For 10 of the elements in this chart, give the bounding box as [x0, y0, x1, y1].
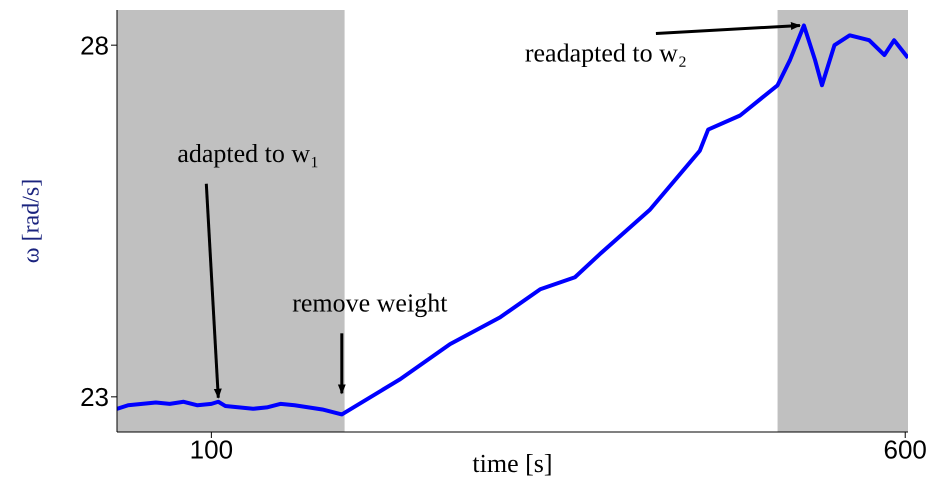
- y-tick-label: 23: [80, 382, 109, 412]
- annotation: readapted to w₂: [524, 38, 687, 68]
- x-tick-label: 100: [190, 434, 234, 464]
- annotation: adapted to w₁: [177, 138, 320, 168]
- x-tick-label: 600: [884, 434, 927, 464]
- x-axis-title: time [s]: [472, 449, 553, 478]
- y-axis-title: ω [rad/s]: [18, 178, 45, 264]
- annotation: remove weight: [292, 288, 448, 318]
- line-series: [117, 23, 908, 416]
- y-tick-label: 28: [80, 30, 109, 60]
